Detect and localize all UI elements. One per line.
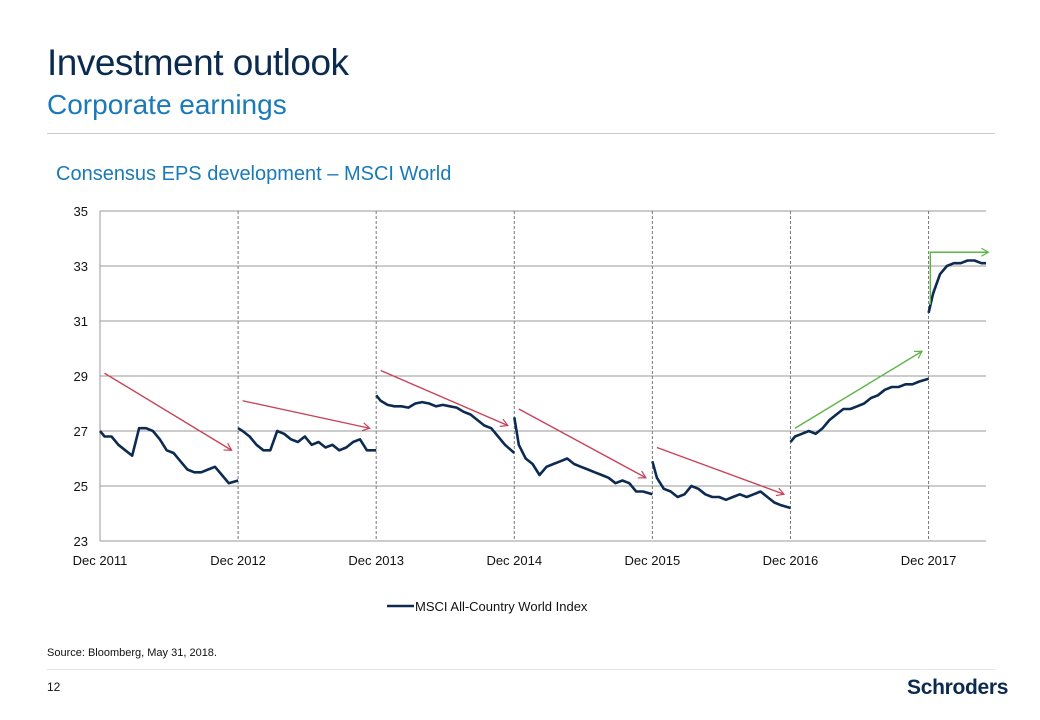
eps-series-segment [99,426,239,485]
x-tick-label: Dec 2011 [73,553,128,568]
schroders-logo: Schroders [907,676,1009,699]
trend-arrow-down [656,446,786,497]
eps-series-segment [375,394,516,454]
y-tick-label: 29 [74,369,88,384]
trend-arrow-down [380,369,509,427]
y-tick-label: 33 [74,259,88,274]
x-tick-label: Dec 2015 [625,553,681,568]
page-number: 12 [47,680,61,694]
x-tick-label: Dec 2012 [210,553,266,568]
y-tick-label: 25 [74,479,88,494]
trend-arrow-down [242,400,371,432]
trend-arrow-down [518,408,647,479]
footer-divider [47,669,995,670]
eps-series-segment [927,259,986,314]
eps-line-chart: 23 25 27 29 31 33 35 Dec 2011 Dec 2012 Dec 2013 De… [73,204,990,614]
trend-arrow-down [104,372,233,451]
y-tick-label: 31 [74,314,88,329]
y-tick-label: 27 [74,424,88,439]
chart-title: Consensus EPS development – MSCI World [56,163,452,185]
y-tick-label: 35 [74,204,88,219]
eps-series-segment [237,427,377,452]
x-tick-label: Dec 2016 [763,553,819,568]
x-tick-label: Dec 2017 [901,553,957,568]
page-title: Investment outlook [47,42,349,83]
x-tick-label: Dec 2013 [348,553,404,568]
trend-arrow-up [794,350,924,429]
header-divider [47,133,995,134]
legend-label: MSCI All-Country World Index [415,599,588,614]
page-subtitle: Corporate earnings [47,89,287,120]
y-tick-label: 23 [74,534,88,549]
eps-series-segment [789,377,929,443]
step-arrow-up [929,247,990,305]
x-tick-label: Dec 2014 [486,553,542,568]
source-note: Source: Bloomberg, May 31, 2018. [47,647,217,659]
eps-series-segment [513,417,653,496]
eps-series-segment [651,460,791,510]
